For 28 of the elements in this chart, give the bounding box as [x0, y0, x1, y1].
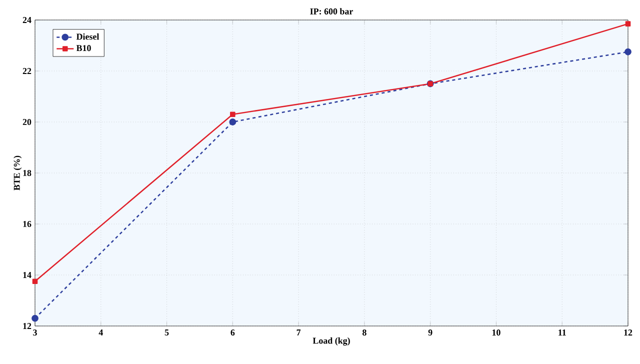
x-axis-title: Load (kg) [312, 337, 350, 346]
y-tick-label: 22 [22, 68, 32, 74]
x-tick-label: 12 [624, 330, 632, 336]
x-tick-label: 6 [230, 330, 235, 336]
x-tick-label: 4 [98, 330, 103, 336]
point [625, 21, 631, 26]
y-tick-label: 24 [22, 17, 32, 23]
x-tick-label: 10 [492, 330, 500, 336]
y-tick-label: 20 [22, 118, 32, 126]
legend-label: B10 [76, 45, 91, 52]
y-axis-title: BTE (%) [14, 156, 22, 190]
legend-label: Diesel [76, 33, 100, 40]
point [32, 278, 38, 284]
x-tick-label: 9 [428, 330, 432, 336]
point [32, 314, 38, 322]
x-tick-label: 11 [558, 330, 566, 336]
point [624, 48, 632, 56]
point [230, 112, 236, 117]
y-tick-label: 14 [23, 272, 32, 278]
x-tick-label: 3 [33, 330, 37, 336]
x-tick-label: 8 [362, 330, 366, 336]
chart-title: IP: 600 bar [310, 8, 353, 14]
x-tick-label: 5 [164, 330, 169, 336]
point [229, 118, 236, 126]
y-tick-label: 12 [23, 323, 32, 329]
y-tick-label: 16 [23, 220, 32, 228]
y-tick-label: 18 [23, 170, 32, 176]
x-tick-label: 7 [296, 330, 301, 336]
